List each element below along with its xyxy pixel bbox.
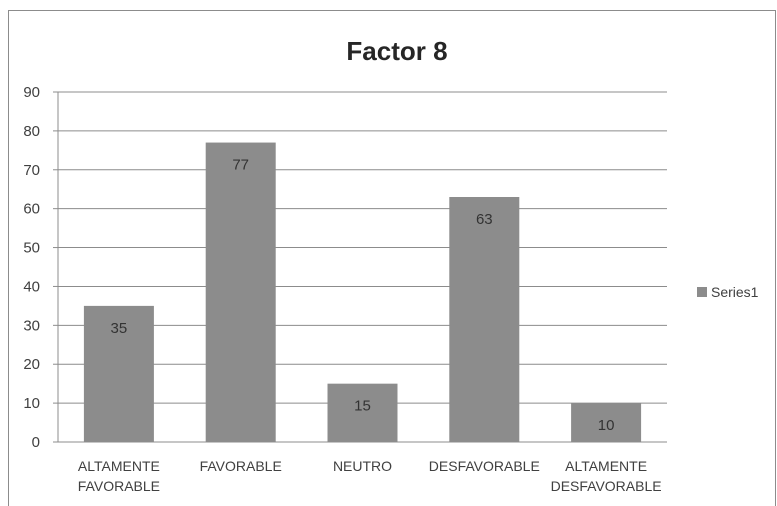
bar — [449, 197, 520, 442]
x-tick-label: ALTAMENTE — [78, 458, 160, 474]
y-tick-label: 40 — [23, 278, 40, 295]
bar — [571, 403, 642, 442]
y-tick-label: 70 — [23, 162, 40, 179]
data-label: 35 — [111, 320, 128, 337]
x-tick-label: DESFAVORABLE — [551, 478, 662, 494]
y-tick-label: 20 — [23, 356, 40, 373]
data-label: 15 — [354, 398, 371, 415]
y-axis: 0 10 20 30 40 50 60 70 80 90 — [23, 84, 59, 451]
bar — [83, 305, 154, 442]
x-axis: ALTAMENTE FAVORABLE FAVORABLE NEUTRO DESFAVO… — [58, 441, 667, 494]
legend-swatch — [697, 287, 707, 297]
bar — [327, 383, 398, 442]
data-label: 63 — [476, 211, 493, 228]
y-tick-label: 60 — [23, 201, 40, 218]
x-tick-label: FAVORABLE — [78, 478, 160, 494]
y-tick-label: 10 — [23, 395, 40, 412]
y-tick-label: 50 — [23, 240, 40, 257]
legend: Series1 — [697, 284, 759, 300]
y-tick-label: 80 — [23, 123, 40, 140]
x-tick-label: FAVORABLE — [200, 458, 282, 474]
x-tick-label: NEUTRO — [333, 458, 392, 474]
x-tick-label: DESFAVORABLE — [429, 458, 540, 474]
bars: 35 77 15 63 10 — [83, 142, 642, 443]
y-tick-label: 90 — [23, 84, 40, 101]
data-label: 10 — [598, 417, 615, 434]
chart-frame — [8, 10, 776, 506]
y-tick-label: 0 — [32, 434, 40, 451]
x-tick-label: ALTAMENTE — [565, 458, 647, 474]
y-tick-label: 30 — [23, 317, 40, 334]
chart-title: Factor 8 — [346, 36, 447, 66]
legend-entry-series1: Series1 — [711, 284, 759, 300]
data-label: 77 — [232, 157, 249, 174]
bar — [205, 142, 276, 443]
